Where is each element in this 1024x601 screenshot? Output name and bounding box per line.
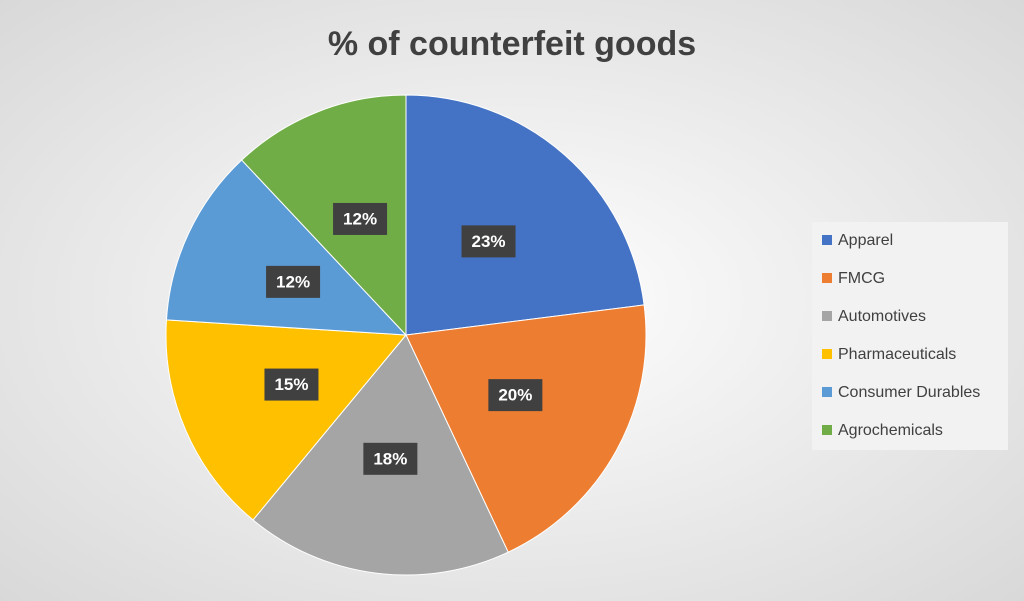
data-label: 20% <box>498 386 532 405</box>
data-label: 12% <box>343 209 377 228</box>
legend-swatch <box>822 235 832 245</box>
legend-swatch <box>822 311 832 321</box>
legend-label: Automotives <box>838 308 926 325</box>
data-label: 23% <box>472 232 506 251</box>
data-label-box <box>461 225 516 258</box>
data-label: 18% <box>373 449 407 468</box>
data-label: 15% <box>274 375 308 394</box>
legend-box <box>812 222 1008 450</box>
legend-swatch <box>822 387 832 397</box>
legend-label: Pharmaceuticals <box>838 346 956 363</box>
pie-slice <box>165 319 408 521</box>
pie-slice <box>165 159 408 336</box>
legend-label: Apparel <box>838 232 893 249</box>
pie-slice <box>241 94 407 337</box>
pie-slice <box>405 304 647 553</box>
legend-label: FMCG <box>838 270 885 287</box>
data-label-box <box>266 265 321 298</box>
pie-slice <box>405 94 645 336</box>
legend-swatch <box>822 349 832 359</box>
legend-label: Agrochemicals <box>838 422 943 439</box>
legend-swatch <box>822 273 832 283</box>
data-label-box <box>488 379 543 412</box>
data-label-box <box>333 202 388 235</box>
chart-title: % of counterfeit goods <box>328 25 696 63</box>
legend-label: Consumer Durables <box>838 384 980 401</box>
data-label-box <box>264 368 319 401</box>
data-label-box <box>363 442 418 475</box>
legend-swatch <box>822 425 832 435</box>
data-label: 12% <box>276 272 310 291</box>
